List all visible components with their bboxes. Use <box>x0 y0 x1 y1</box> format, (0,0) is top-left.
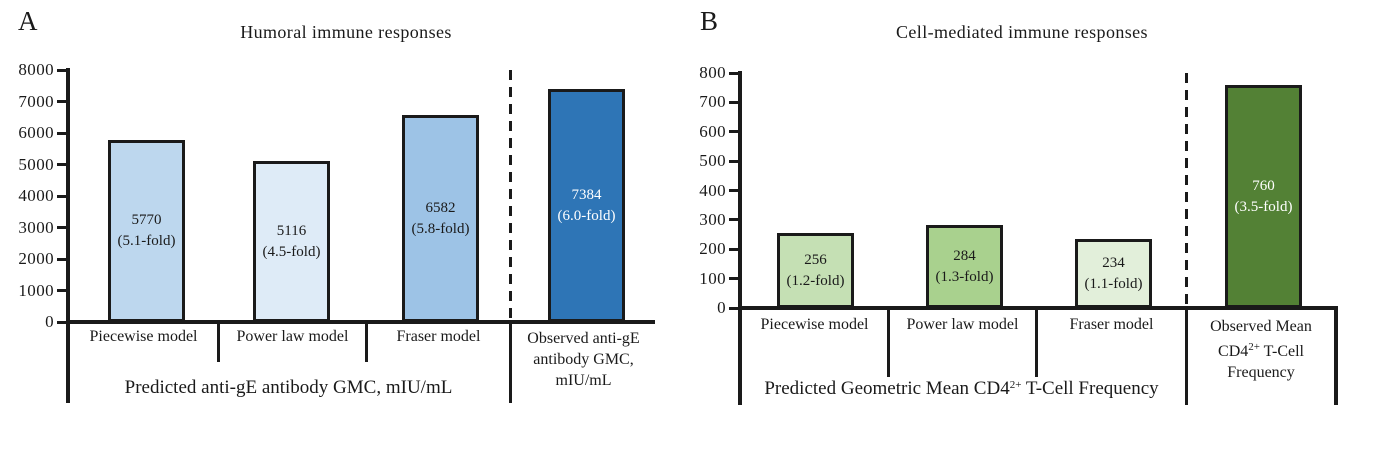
category-separator <box>365 324 368 362</box>
y-tick-label: 3000 <box>18 217 54 237</box>
y-tick-mark <box>729 306 738 310</box>
predicted-observed-divider-a <box>509 70 512 320</box>
chart-title-humoral: Humoral immune responses <box>240 22 452 42</box>
y-tick-label: 200 <box>699 239 726 259</box>
x-axis-group-label-a: Predicted anti-gE antibody GMC, mIU/mL <box>124 377 453 398</box>
y-tick-mark <box>57 257 66 261</box>
x-category-observed-b: Observed Mean CD42+ T-Cell Frequency <box>1210 318 1312 381</box>
category-separator <box>887 310 890 377</box>
y-tick-label: 100 <box>699 268 726 288</box>
bar-piecewise-model-b: 256 (1.2-fold) <box>777 233 854 308</box>
chart-title-cell-mediated: Cell-mediated immune responses <box>896 22 1148 42</box>
panel-letter-b: B <box>700 6 719 36</box>
predicted-observed-divider-b <box>1185 73 1188 306</box>
y-tick-mark <box>57 320 66 324</box>
bar-value-label: 256 (1.2-fold) <box>786 251 845 289</box>
x-category-power-law-a: Power law model <box>236 328 349 345</box>
y-tick-label: 5000 <box>18 154 54 174</box>
x-category-piecewise-a: Piecewise model <box>89 328 198 345</box>
y-tick-mark <box>729 218 738 222</box>
y-tick-label: 2000 <box>18 249 54 268</box>
x-category-observed-a: Observed anti-gE antibody GMC, mIU/mL <box>527 330 640 389</box>
y-tick-mark <box>729 247 738 251</box>
bar-fraser-model-a: 6582 (5.8-fold) <box>402 115 479 322</box>
y-axis-line-a <box>66 68 70 403</box>
y-tick-label: 7000 <box>18 91 54 111</box>
bar-value-label: 5770 (5.1-fold) <box>117 212 176 249</box>
x-category-piecewise-b: Piecewise model <box>760 316 869 333</box>
y-tick-label: 600 <box>699 121 726 141</box>
bar-value-label: 7384 (6.0-fold) <box>557 186 616 224</box>
y-tick-label: 6000 <box>18 123 54 142</box>
y-tick-mark <box>57 131 66 135</box>
y-tick-label: 0 <box>717 298 726 317</box>
x-category-fraser-a: Fraser model <box>396 328 481 345</box>
y-axis-line-b <box>738 71 742 405</box>
y-tick-label: 1000 <box>18 280 54 300</box>
bar-fraser-model-b: 234 (1.1-fold) <box>1075 239 1152 308</box>
y-tick-label: 400 <box>699 180 726 200</box>
y-tick-label: 4000 <box>18 186 54 205</box>
bar-value-label: 234 (1.1-fold) <box>1084 254 1143 292</box>
bar-value-label: 5116 (4.5-fold) <box>262 222 321 260</box>
bar-value-label: 284 (1.3-fold) <box>935 247 994 285</box>
bar-value-label: 6582 (5.8-fold) <box>411 199 470 237</box>
superscript: 2+ <box>1248 341 1260 353</box>
y-tick-mark <box>57 194 66 198</box>
x-axis-line-a <box>66 320 655 324</box>
bar-power-law-model-b: 284 (1.3-fold) <box>926 225 1003 308</box>
y-tick-mark <box>57 68 66 72</box>
table-right-border-b <box>1334 306 1338 405</box>
panel-letter-a: A <box>18 6 38 36</box>
y-tick-label: 700 <box>699 92 726 112</box>
bar-power-law-model-a: 5116 (4.5-fold) <box>253 161 330 322</box>
bar-piecewise-model-a: 5770 (5.1-fold) <box>108 140 185 322</box>
category-separator <box>1035 310 1038 377</box>
bar-observed-b: 760 (3.5-fold) <box>1225 85 1302 308</box>
y-tick-mark <box>729 100 738 104</box>
y-tick-mark <box>57 226 66 229</box>
bar-value-label: 760 (3.5-fold) <box>1234 177 1293 215</box>
y-tick-mark <box>729 71 738 75</box>
y-tick-label: 500 <box>699 151 726 171</box>
y-tick-mark <box>729 159 738 163</box>
y-tick-label: 800 <box>699 63 726 82</box>
y-tick-mark <box>729 130 738 134</box>
x-axis-line-b <box>738 306 1338 310</box>
category-separator-tall <box>509 322 512 403</box>
x-category-fraser-b: Fraser model <box>1069 316 1154 333</box>
y-tick-label: 8000 <box>18 60 54 79</box>
category-separator-tall <box>1185 306 1188 405</box>
x-axis-group-label-b: Predicted Geometric Mean CD42+ T-Cell Fr… <box>764 378 1159 399</box>
x-category-power-law-b: Power law model <box>906 316 1019 333</box>
y-tick-mark <box>57 163 66 166</box>
category-separator <box>217 324 220 362</box>
y-tick-mark <box>57 100 66 103</box>
bar-observed-a: 7384 (6.0-fold) <box>548 89 625 322</box>
y-tick-mark <box>729 189 738 192</box>
y-tick-mark <box>729 277 738 281</box>
y-tick-mark <box>57 289 66 292</box>
y-tick-label: 300 <box>699 209 726 229</box>
y-tick-label: 0 <box>45 312 54 331</box>
superscript: 2+ <box>1009 379 1022 391</box>
